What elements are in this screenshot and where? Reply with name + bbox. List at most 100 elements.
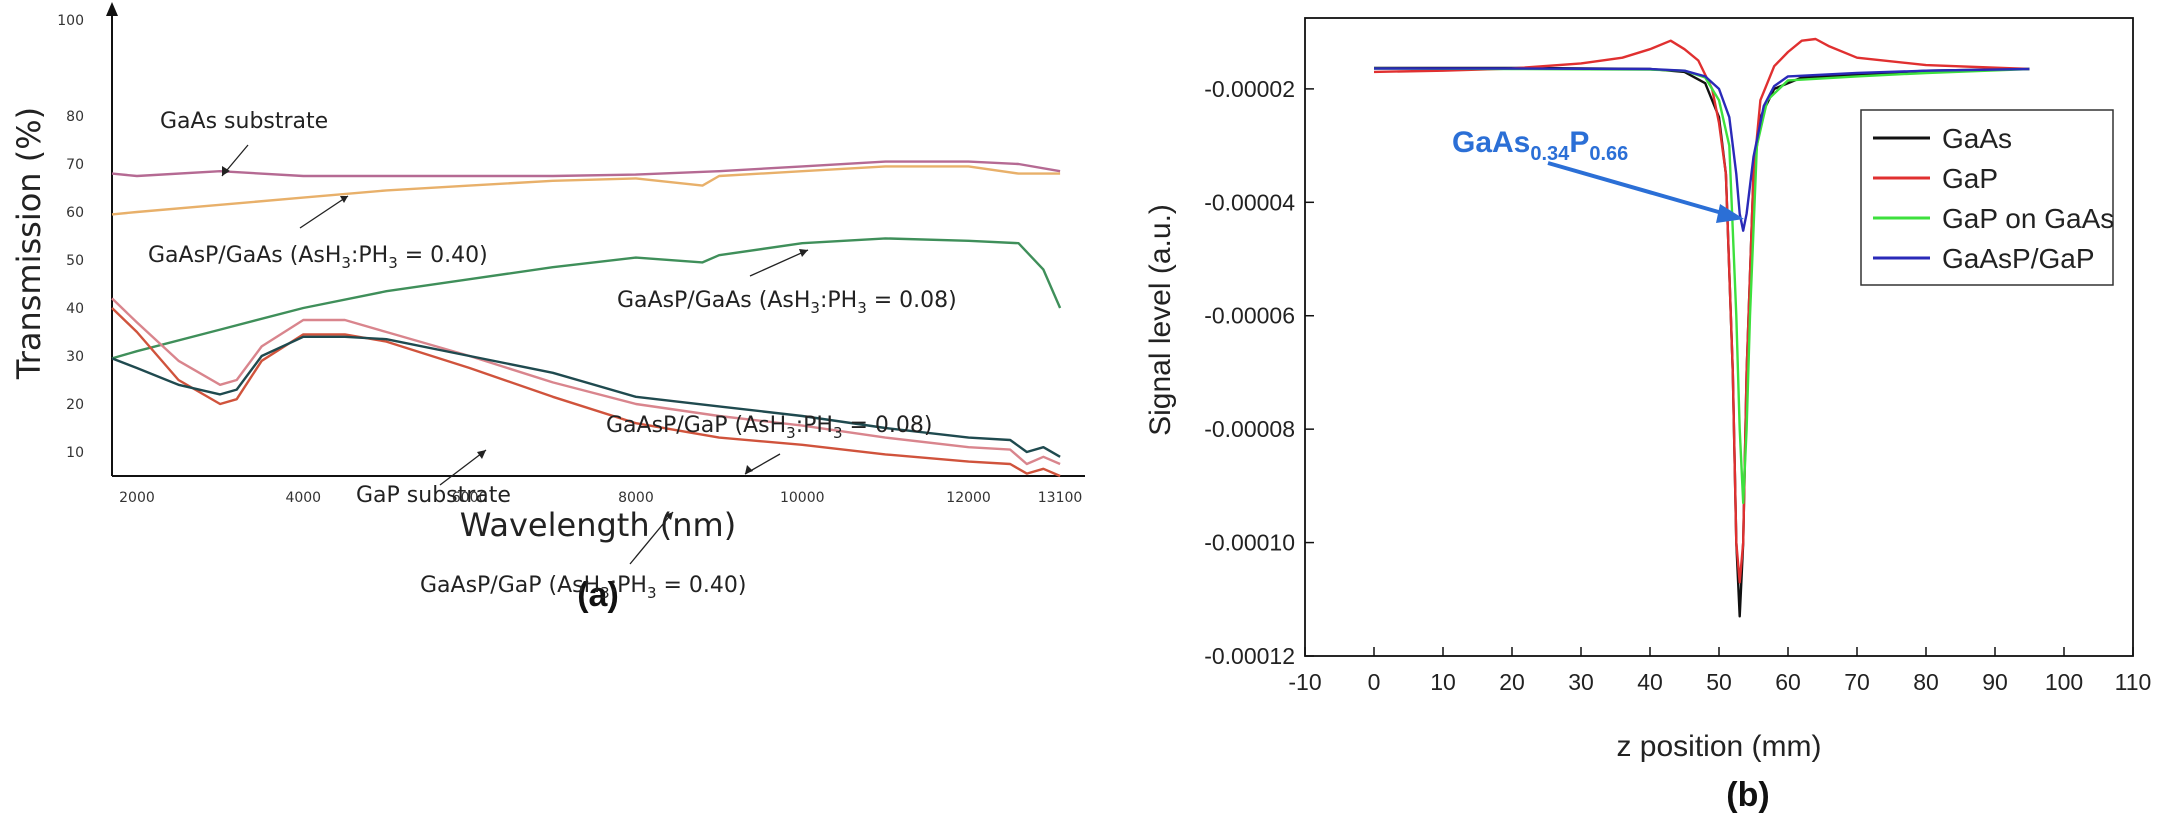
panel-a-y-tick-20: 20 bbox=[66, 397, 84, 413]
callout-sub1: 0.34 bbox=[1530, 143, 1570, 165]
panel-b-signal-chart: -10 0 10 20 30 40 50 60 70 80 90 100 110 -0.00002 -0.0… bbox=[1144, 17, 2151, 814]
panel-a-x-axis-title: Wavelength (nm) bbox=[460, 506, 736, 544]
panel-b-series bbox=[1373, 37, 2030, 618]
label-gaasp-gap-008-c: = 0.08) bbox=[842, 413, 932, 438]
panel-b-x-axis-title: z position (mm) bbox=[1616, 730, 1821, 763]
label-gaasp-gap-040-sub-b: 3 bbox=[647, 584, 657, 602]
panel-b-ticks: -10 0 10 20 30 40 50 60 70 80 90 100 110 -0.00002 -0.0… bbox=[1204, 76, 2151, 695]
panel-a-x-tick-13100: 13100 bbox=[1038, 490, 1083, 506]
callout-arrowhead bbox=[1716, 204, 1744, 223]
panel-a-y-axis-title: Transmission (%) bbox=[10, 107, 48, 380]
label-gap-substrate: GaP substrate bbox=[356, 483, 511, 508]
callout-sub2: 0.66 bbox=[1589, 143, 1628, 165]
panel-b-y-tick-0-00008: -0.00008 bbox=[1204, 416, 1295, 442]
callout-label: GaAs0.34P0.66 bbox=[1452, 126, 1628, 165]
panel-b-x-tick-30: 30 bbox=[1568, 669, 1594, 695]
panel-b-y-tick-0-00002: -0.00002 bbox=[1204, 76, 1295, 102]
arrowhead-gap-substrate bbox=[477, 450, 486, 459]
panel-b-x-tick--10: -10 bbox=[1288, 669, 1321, 695]
label-gaasp-gap-040-b: :PH bbox=[610, 573, 647, 598]
panel-a-caption: (a) bbox=[577, 576, 619, 614]
panel-a-transmission-chart: 2000 4000 6000 8000 10000 12000 13100 10 20 30 40 5… bbox=[10, 2, 1085, 614]
panel-b-x-tick-40: 40 bbox=[1637, 669, 1663, 695]
arrow-gaasp-gap-040 bbox=[629, 511, 674, 565]
label-gaas-substrate: GaAs substrate bbox=[160, 109, 328, 134]
panel-a-y-tick-70: 70 bbox=[66, 157, 84, 173]
label-gaasp-gaas-008-sub-b: 3 bbox=[857, 299, 867, 317]
label-gaasp-gaas-040-sub-b: 3 bbox=[388, 254, 398, 272]
panel-a-x-tick-4000: 4000 bbox=[285, 490, 321, 506]
legend-label-gaasp-gap: GaAsP/GaP bbox=[1942, 243, 2095, 274]
series-gaasp-gaas-ash3-ph3-0-40 bbox=[111, 165, 1061, 216]
label-gaasp-gap-008-a: GaAsP/GaP (AsH bbox=[606, 413, 786, 438]
arrowhead-gaasp-gap-040 bbox=[665, 512, 673, 520]
label-gaasp-gap-040: GaAsP/GaP (AsH3:PH3 = 0.40) bbox=[420, 573, 746, 602]
arrow-gap-substrate bbox=[439, 449, 487, 486]
label-gaasp-gaas-008: GaAsP/GaAs (AsH3:PH3 = 0.08) bbox=[617, 288, 957, 317]
arrow-gaasp-gaas-008 bbox=[749, 249, 809, 277]
panel-b-x-tick-110: 110 bbox=[2115, 669, 2152, 695]
panel-b-y-tick-0-00004: -0.00004 bbox=[1204, 189, 1295, 215]
arrowhead-gaasp-gap-008 bbox=[745, 465, 753, 474]
panel-b-x-tick-10: 10 bbox=[1430, 669, 1456, 695]
label-gaasp-gap-040-sub-a: 3 bbox=[600, 584, 610, 602]
label-gaasp-gaas-040: GaAsP/GaAs (AsH3:PH3 = 0.40) bbox=[148, 243, 488, 272]
series-gap-substrate bbox=[111, 307, 1061, 478]
arrowhead-gaasp-gaas-008 bbox=[799, 249, 808, 257]
label-gaasp-gap-008: GaAsP/GaP (AsH3:PH3 = 0.08) bbox=[606, 413, 932, 442]
legend-label-gap: GaP bbox=[1942, 163, 1998, 194]
panel-a-x-tick-12000: 12000 bbox=[946, 490, 991, 506]
legend-label-gaas: GaAs bbox=[1942, 123, 2012, 154]
panel-a-ticks: 2000 4000 6000 8000 10000 12000 13100 10 20 30 40 5… bbox=[57, 13, 1082, 506]
label-gaasp-gaas-008-a: GaAsP/GaAs (AsH bbox=[617, 288, 810, 313]
label-gaasp-gaas-008-sub-a: 3 bbox=[810, 299, 820, 317]
panel-b-x-tick-20: 20 bbox=[1499, 669, 1525, 695]
series-gaasp-gap-ash3-ph3-0-08 bbox=[111, 335, 1061, 458]
label-gaasp-gap-008-sub-a: 3 bbox=[786, 424, 796, 442]
label-gaasp-gaas-040-sub-a: 3 bbox=[341, 254, 351, 272]
legend-label-gap-on-gaas: GaP on GaAs bbox=[1942, 203, 2114, 234]
panel-a-y-tick-60: 60 bbox=[66, 205, 84, 221]
panel-b-y-axis-title: Signal level (a.u.) bbox=[1144, 204, 1177, 436]
panel-a-y-tick-50: 50 bbox=[66, 253, 84, 269]
callout-mid: P bbox=[1569, 126, 1589, 159]
panel-a-y-tick-80: 80 bbox=[66, 109, 84, 125]
panel-b-legend: GaAs GaP GaP on GaAs GaAsP/GaP bbox=[1860, 109, 2114, 286]
arrowhead-gaasp-gaas-040 bbox=[340, 196, 348, 203]
panel-b-x-tick-80: 80 bbox=[1913, 669, 1939, 695]
panel-b-x-tick-0: 0 bbox=[1368, 669, 1381, 695]
arrowhead-gaas-substrate bbox=[222, 166, 230, 176]
panel-a-x-tick-10000: 10000 bbox=[780, 490, 825, 506]
panel-a-annotation-arrows bbox=[221, 144, 809, 565]
series-gaasp-gap bbox=[1374, 67, 2030, 232]
callout-arrow-line bbox=[1547, 161, 1723, 215]
label-gaasp-gaas-040-b: :PH bbox=[351, 243, 388, 268]
series-gap bbox=[1373, 37, 2030, 584]
panel-b-x-tick-60: 60 bbox=[1775, 669, 1801, 695]
label-gaasp-gap-008-b: :PH bbox=[796, 413, 833, 438]
panel-a-x-tick-8000: 8000 bbox=[618, 490, 654, 506]
panel-b-x-tick-50: 50 bbox=[1706, 669, 1732, 695]
arrow-gaasp-gaas-040 bbox=[299, 195, 349, 229]
series-gaas-substrate bbox=[111, 160, 1061, 178]
panel-a-y-tick-10: 10 bbox=[66, 445, 84, 461]
series-gaasp-gap-ash3-ph3-0-40 bbox=[111, 297, 1061, 466]
panel-b-x-tick-90: 90 bbox=[1982, 669, 2008, 695]
series-gaasp-gaas-ash3-ph3-0-08 bbox=[111, 237, 1062, 360]
label-gaasp-gaas-008-b: :PH bbox=[820, 288, 857, 313]
panel-b-caption: (b) bbox=[1726, 776, 1769, 814]
panel-b-x-tick-70: 70 bbox=[1844, 669, 1870, 695]
label-gaasp-gaas-040-c: = 0.40) bbox=[398, 243, 488, 268]
panel-b-y-tick-0-00012: -0.00012 bbox=[1204, 643, 1295, 669]
panel-a-x-tick-2000: 2000 bbox=[119, 490, 155, 506]
panel-b-x-tick-100: 100 bbox=[2045, 669, 2083, 695]
label-gaasp-gap-040-c: = 0.40) bbox=[656, 573, 746, 598]
label-gaasp-gaas-040-a: GaAsP/GaAs (AsH bbox=[148, 243, 341, 268]
panel-a-y-tick-40: 40 bbox=[66, 301, 84, 317]
panel-b-y-tick-0-00006: -0.00006 bbox=[1204, 303, 1295, 329]
panel-b-callout: GaAs0.34P0.66 bbox=[1452, 126, 1744, 223]
callout-main: GaAs bbox=[1452, 126, 1530, 159]
panel-a-x-tick-6000: 6000 bbox=[452, 490, 488, 506]
panel-a-y-tick-100: 100 bbox=[57, 13, 84, 29]
